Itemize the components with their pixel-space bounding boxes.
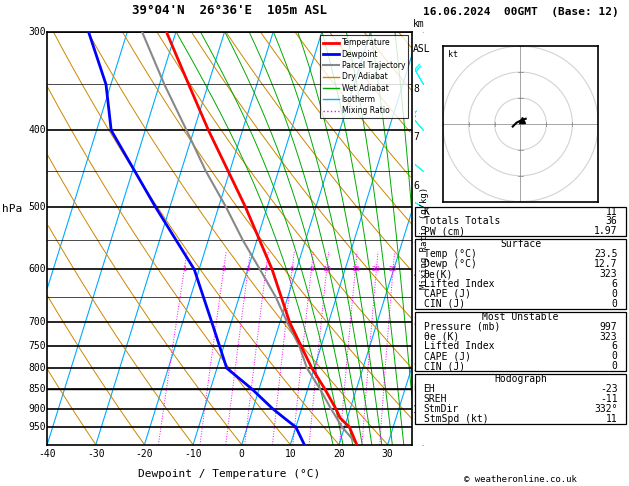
Text: 4: 4 — [264, 266, 268, 273]
Bar — [415, 312, 626, 371]
Text: km: km — [413, 19, 425, 29]
Text: SREH: SREH — [423, 394, 447, 404]
Text: 3: 3 — [246, 266, 250, 273]
Text: 400: 400 — [28, 125, 46, 135]
Text: Dewpoint / Temperature (°C): Dewpoint / Temperature (°C) — [138, 469, 321, 480]
Text: Surface: Surface — [500, 239, 541, 249]
Bar — [415, 239, 626, 309]
Text: 25: 25 — [389, 266, 398, 273]
Text: Most Unstable: Most Unstable — [482, 312, 559, 322]
Text: 0: 0 — [611, 289, 618, 299]
Text: 800: 800 — [28, 363, 46, 373]
Text: 16.06.2024  00GMT  (Base: 12): 16.06.2024 00GMT (Base: 12) — [423, 7, 618, 17]
Text: Hodograph: Hodograph — [494, 374, 547, 384]
Text: 950: 950 — [28, 422, 46, 432]
Text: 30: 30 — [382, 449, 394, 459]
Text: θe (K): θe (K) — [423, 331, 459, 342]
Text: -40: -40 — [38, 449, 56, 459]
Text: CAPE (J): CAPE (J) — [423, 289, 470, 299]
Text: 10: 10 — [322, 266, 331, 273]
Text: ASL: ASL — [413, 44, 431, 54]
Text: Pressure (mb): Pressure (mb) — [423, 322, 500, 331]
Text: -10: -10 — [184, 449, 202, 459]
Text: 10: 10 — [284, 449, 296, 459]
Text: kt: kt — [448, 50, 458, 58]
Text: Temp (°C): Temp (°C) — [423, 249, 476, 259]
Text: 2: 2 — [221, 266, 226, 273]
Text: StmDir: StmDir — [423, 404, 459, 414]
Bar — [415, 374, 626, 424]
Text: -11: -11 — [600, 394, 618, 404]
Text: 0: 0 — [611, 361, 618, 371]
Text: 15: 15 — [351, 266, 360, 273]
Text: 36: 36 — [606, 216, 618, 226]
Text: 20: 20 — [372, 266, 381, 273]
Text: CIN (J): CIN (J) — [423, 299, 465, 309]
Text: LCL: LCL — [413, 384, 428, 394]
Text: 12.7: 12.7 — [594, 259, 618, 269]
Text: Lifted Index: Lifted Index — [423, 342, 494, 351]
Text: 600: 600 — [28, 264, 46, 275]
Text: 700: 700 — [28, 317, 46, 327]
Text: 3: 3 — [413, 317, 419, 327]
Text: 750: 750 — [28, 341, 46, 351]
Legend: Temperature, Dewpoint, Parcel Trajectory, Dry Adiabat, Wet Adiabat, Isotherm, Mi: Temperature, Dewpoint, Parcel Trajectory… — [320, 35, 408, 118]
Text: CIN (J): CIN (J) — [423, 361, 465, 371]
Text: © weatheronline.co.uk: © weatheronline.co.uk — [464, 474, 577, 484]
Text: -23: -23 — [600, 384, 618, 394]
Text: θe(K): θe(K) — [423, 269, 453, 279]
Text: 11: 11 — [606, 207, 618, 216]
Text: Totals Totals: Totals Totals — [423, 216, 500, 226]
Text: 1: 1 — [413, 405, 419, 416]
Text: 23.5: 23.5 — [594, 249, 618, 259]
Text: 0: 0 — [611, 299, 618, 309]
Text: 0: 0 — [239, 449, 245, 459]
Text: -20: -20 — [136, 449, 153, 459]
Text: K: K — [423, 207, 430, 216]
Text: -30: -30 — [87, 449, 104, 459]
Bar — [415, 207, 626, 236]
Text: Lifted Index: Lifted Index — [423, 279, 494, 289]
Text: Mixing Ratio (g/kg): Mixing Ratio (g/kg) — [420, 187, 429, 289]
Text: 300: 300 — [28, 27, 46, 36]
Text: 1.97: 1.97 — [594, 226, 618, 236]
Text: 323: 323 — [600, 331, 618, 342]
Text: Dewp (°C): Dewp (°C) — [423, 259, 476, 269]
Text: 850: 850 — [28, 384, 46, 394]
Text: EH: EH — [423, 384, 435, 394]
Text: 6: 6 — [413, 181, 419, 191]
Text: 20: 20 — [333, 449, 345, 459]
Text: 11: 11 — [606, 414, 618, 424]
Text: 2: 2 — [413, 363, 419, 373]
Text: PW (cm): PW (cm) — [423, 226, 465, 236]
Text: 5: 5 — [413, 235, 419, 244]
Text: 332°: 332° — [594, 404, 618, 414]
Text: 6: 6 — [611, 279, 618, 289]
Text: 39°04'N  26°36'E  105m ASL: 39°04'N 26°36'E 105m ASL — [132, 4, 327, 17]
Text: 8: 8 — [309, 266, 314, 273]
Text: 8: 8 — [413, 85, 419, 94]
Text: CAPE (J): CAPE (J) — [423, 351, 470, 362]
Text: 6: 6 — [611, 342, 618, 351]
Text: 6: 6 — [290, 266, 294, 273]
Text: 900: 900 — [28, 403, 46, 414]
Text: 997: 997 — [600, 322, 618, 331]
Text: 4: 4 — [413, 270, 419, 280]
Text: 0: 0 — [611, 351, 618, 362]
Text: 323: 323 — [600, 269, 618, 279]
Text: 500: 500 — [28, 202, 46, 212]
Text: 1: 1 — [182, 266, 187, 273]
Text: 7: 7 — [413, 132, 419, 142]
Text: hPa: hPa — [3, 204, 23, 214]
Text: StmSpd (kt): StmSpd (kt) — [423, 414, 488, 424]
